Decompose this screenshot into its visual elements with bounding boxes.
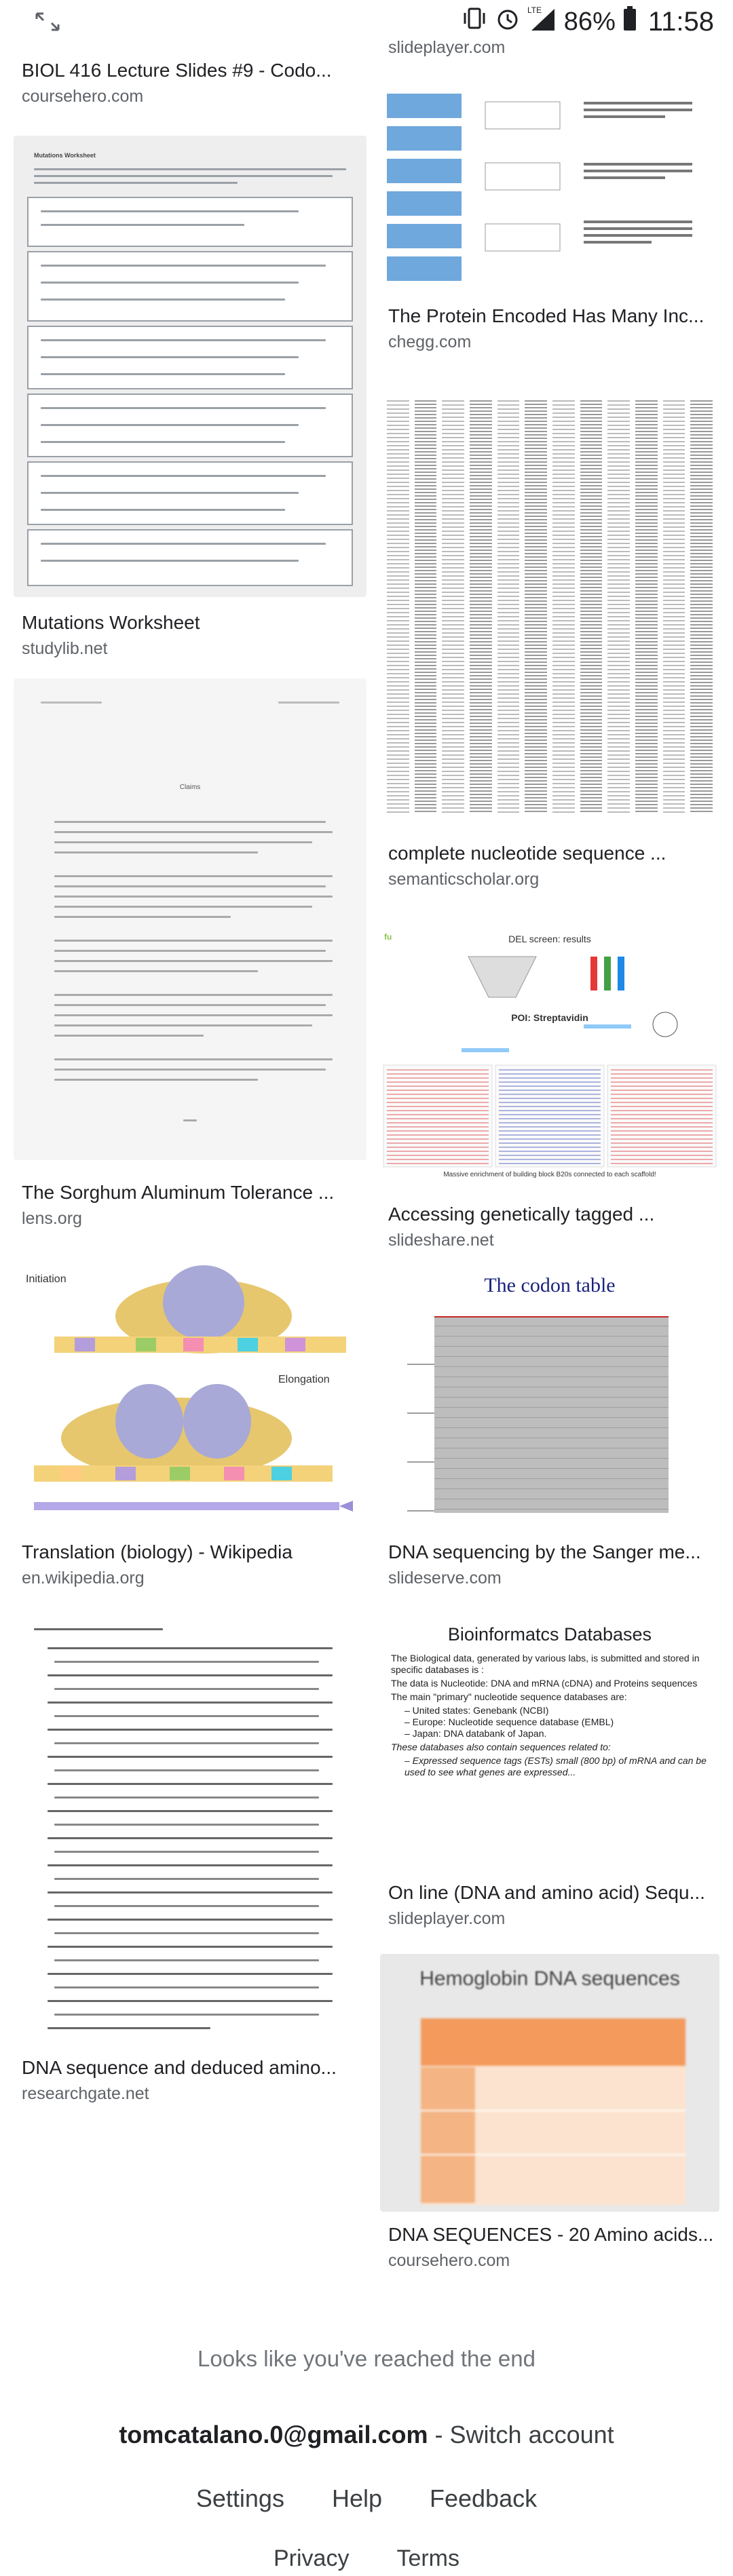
account-line: tomcatalano.0@gmail.com - Switch account [0,2421,733,2449]
result-thumbnail[interactable]: Initiation Elongation [14,1262,366,1523]
result-thumbnail[interactable]: Claims [14,678,366,1160]
result-card[interactable]: slideplayer.com [366,30,733,71]
footer-links: Settings Help Feedback [0,2484,733,2513]
battery-icon [622,5,637,38]
lte-signal-icon: LTE [527,5,557,39]
feedback-link[interactable]: Feedback [430,2484,538,2512]
result-card[interactable]: BIOL 416 Lecture Slides #9 - Codo... cou… [0,43,366,111]
result-source: slideplayer.com [388,1909,506,1928]
result-title[interactable]: The Protein Encoded Has Many Inc... [388,305,704,326]
result-card[interactable]: complete nucleotide sequence ... semanti… [366,387,733,916]
result-title[interactable]: On line (DNA and amino acid) Sequ... [388,1882,705,1903]
result-source: coursehero.com [388,2251,510,2270]
thumb-bioinfo-bullet: – United states: Genebank (NCBI) [405,1705,549,1716]
footer-links-secondary: Privacy Terms [0,2545,733,2572]
result-source: slideserve.com [388,1569,502,1588]
thumb-label-elongation: Elongation [278,1374,330,1385]
thumb-bioinfo-bullet: The data is Nucleotide: DNA and mRNA (cD… [391,1678,698,1689]
thumb-logo: fu [384,932,392,942]
status-bar: LTE 86% 11:58 [0,0,733,43]
result-thumbnail[interactable] [380,88,719,288]
result-card[interactable]: Claims The Sorghum Aluminum Tolerance ..… [0,678,366,1235]
result-card[interactable]: Bioinformatcs Databases The Biological d… [366,1615,733,1940]
clock: 11:58 [647,6,714,37]
result-card[interactable]: Mutations Worksheet Mutations Worksheet … [0,136,366,665]
thumb-bioinfo-title: Bioinformatcs Databases [447,1624,652,1645]
result-card[interactable]: Hemoglobin DNA sequences DNA SEQUENCES -… [366,1954,733,2280]
account-email: tomcatalano.0@gmail.com [119,2421,428,2448]
result-thumbnail[interactable]: DEL screen: results fu POI: Streptavidin… [380,929,719,1187]
battery-percentage: 86% [563,7,616,36]
thumb-header: Mutations Worksheet [34,152,96,159]
result-card[interactable]: Initiation Elongation Translation (biolo… [0,1262,366,1615]
result-thumbnail[interactable] [14,1615,366,2045]
thumb-claims-title: Claims [179,784,201,791]
result-title[interactable]: Mutations Worksheet [22,612,200,633]
result-title[interactable]: DNA SEQUENCES - 20 Amino acids... [388,2224,714,2245]
thumb-del-caption: Massive enrichment of building block B20… [443,1171,656,1178]
switch-account-link[interactable]: - Switch account [428,2421,614,2448]
help-link[interactable]: Help [331,2484,382,2512]
result-title[interactable]: complete nucleotide sequence ... [388,843,666,864]
result-title[interactable]: The Sorghum Aluminum Tolerance ... [22,1182,335,1203]
result-card[interactable]: The codon table DNA sequencing by the Sa… [366,1262,733,1615]
privacy-link[interactable]: Privacy [273,2545,350,2571]
terms-link[interactable]: Terms [396,2545,460,2571]
result-source: chegg.com [388,332,472,351]
result-source: slideshare.net [388,1231,494,1250]
alarm-icon [495,5,521,38]
result-source: lens.org [22,1209,82,1228]
result-thumbnail[interactable]: The codon table [380,1262,719,1523]
thumb-del-poi: POI: Streptavidin [511,1012,588,1023]
result-title[interactable]: Translation (biology) - Wikipedia [22,1541,293,1562]
result-thumbnail[interactable] [380,387,719,828]
vibrate-icon [461,6,488,37]
result-source: slideplayer.com [388,38,506,57]
thumb-del-title: DEL screen: results [508,934,591,944]
thumb-bioinfo-bullet: – Europe: Nucleotide sequence database (… [405,1716,614,1727]
expand-icon[interactable] [34,11,61,33]
result-card[interactable]: The Protein Encoded Has Many Inc... cheg… [366,88,733,360]
result-thumbnail[interactable]: Hemoglobin DNA sequences [380,1954,719,2212]
thumb-label-initiation: Initiation [26,1273,67,1285]
thumb-codon-title: The codon table [484,1274,616,1296]
end-of-results-text: Looks like you've reached the end [198,2346,535,2371]
result-thumbnail[interactable]: Bioinformatcs Databases The Biological d… [380,1615,719,1866]
result-source: coursehero.com [22,87,144,106]
svg-text:LTE: LTE [527,5,542,15]
result-source: en.wikipedia.org [22,1569,145,1588]
result-title[interactable]: DNA sequence and deduced amino... [22,2057,337,2078]
result-title[interactable]: Accessing genetically tagged ... [388,1204,655,1225]
thumb-hemoglobin-title: Hemoglobin DNA sequences [419,1967,680,1990]
settings-link[interactable]: Settings [195,2484,284,2512]
result-source: studylib.net [22,639,108,658]
thumb-bioinfo-bullet: – Japan: DNA databank of Japan. [405,1728,547,1739]
thumb-bioinfo-bullet: – Expressed sequence tags (ESTs) small (… [405,1755,707,1777]
result-card[interactable]: DEL screen: results fu POI: Streptavidin… [366,929,733,1255]
thumb-bioinfo-bullet: These databases also contain sequences r… [391,1742,611,1752]
result-title[interactable]: BIOL 416 Lecture Slides #9 - Codo... [22,60,332,81]
result-thumbnail[interactable]: Mutations Worksheet [14,136,366,597]
thumb-bioinfo-bullet: The main "primary" nucleotide sequence d… [391,1691,627,1702]
thumb-bioinfo-bullet: The Biological data, generated by variou… [391,1653,700,1675]
result-source: semanticscholar.org [388,870,540,889]
result-title[interactable]: DNA sequencing by the Sanger me... [388,1541,701,1562]
result-card[interactable]: DNA sequence and deduced amino... resear… [0,1615,366,2103]
result-source: researchgate.net [22,2084,149,2103]
